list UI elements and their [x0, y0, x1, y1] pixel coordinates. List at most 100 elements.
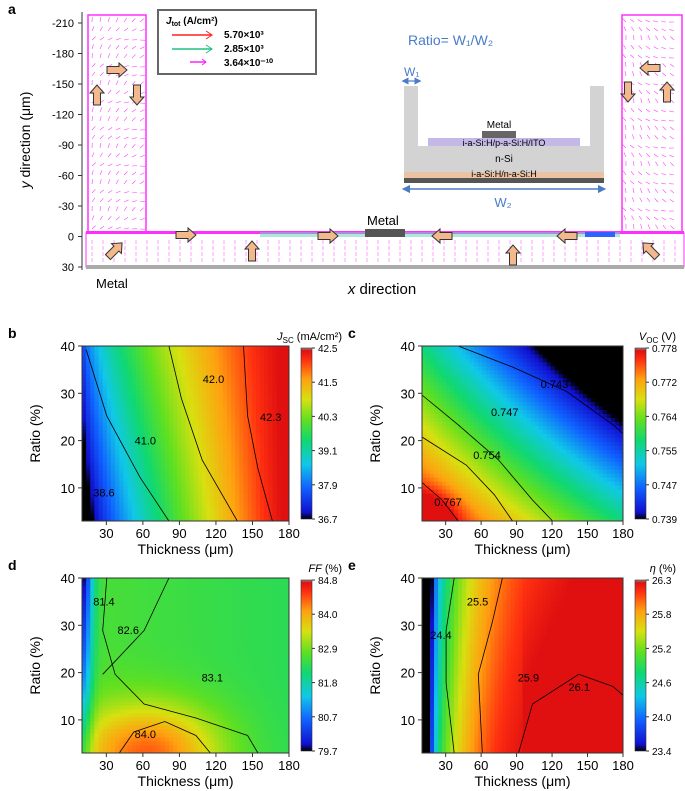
heatmap-cell [442, 373, 447, 379]
heatmap-cell [202, 357, 207, 363]
heatmap-cell [542, 437, 548, 442]
heatmap-cell [181, 346, 186, 351]
heatmap-cell [502, 445, 507, 450]
heatmap-cell [235, 381, 240, 387]
heatmap-cell [502, 489, 507, 494]
heatmap-cell [554, 377, 560, 383]
heatmap-cell [98, 397, 104, 403]
heatmap-cell [90, 421, 95, 426]
heatmap-cell [574, 493, 580, 498]
heatmap-cell [434, 433, 439, 438]
heatmap-cell [450, 453, 455, 458]
heatmap-cell [506, 385, 511, 391]
heatmap-cell [590, 437, 596, 442]
heatmap-cell [454, 449, 459, 454]
heatmap-cell [148, 425, 153, 430]
heatmap-cell [598, 485, 604, 490]
heatmap-cell [177, 346, 182, 351]
heatmap-cell [181, 489, 186, 494]
current-vector [623, 44, 627, 50]
current-vector [661, 28, 667, 32]
heatmap-cell [276, 381, 282, 387]
heatmap-cell [251, 385, 257, 391]
heatmap-cell [466, 425, 471, 430]
heatmap-cell [538, 389, 543, 395]
heatmap-cell [458, 517, 463, 522]
heatmap-cell [482, 513, 487, 518]
heatmap-cell [578, 365, 584, 371]
heatmap-cell [530, 497, 535, 502]
heatmap-cell [123, 421, 128, 426]
heatmap-cell [235, 501, 240, 506]
heatmap-cell [538, 485, 543, 490]
heatmap-cell [272, 485, 277, 490]
heatmap-cell [135, 461, 141, 466]
heatmap-cell [526, 409, 531, 415]
heatmap-cell [127, 357, 133, 363]
heatmap-cell [442, 357, 447, 363]
current-vector [99, 179, 102, 185]
heatmap-cell [426, 437, 431, 442]
heatmap-cell [506, 489, 511, 494]
heatmap-cell [272, 505, 277, 510]
current-vector [107, 179, 111, 185]
heatmap-cell [578, 445, 584, 450]
heatmap-cell [82, 481, 87, 486]
heatmap-cell [214, 517, 220, 522]
heatmap-cell [430, 465, 435, 470]
heatmap-cell [214, 393, 220, 399]
layer-mid-label: n-Si [495, 154, 513, 165]
heatmap-cell [586, 373, 592, 379]
heatmap-cell [86, 481, 91, 486]
heatmap-cell [462, 481, 467, 486]
heatmap-cell [430, 497, 435, 502]
heatmap-cell [264, 445, 269, 450]
heatmap-cell [135, 441, 141, 446]
current-vector [646, 216, 651, 221]
heatmap-cell [534, 453, 539, 458]
heatmap-cell [594, 409, 600, 415]
heatmap-cell [173, 441, 178, 446]
heatmap-cell [255, 397, 261, 403]
heatmap-cell [554, 513, 560, 518]
heatmap-cell [530, 505, 535, 510]
heatmap-cell [135, 365, 141, 371]
heatmap-cell [131, 477, 137, 482]
current-vector [623, 107, 627, 113]
heatmap-cell [185, 481, 191, 486]
heatmap-cell [610, 381, 616, 387]
heatmap-cell [522, 369, 527, 375]
heatmap-cell [558, 381, 564, 387]
heatmap-cell [566, 445, 572, 450]
current-vector [107, 216, 112, 221]
heatmap-cell [189, 369, 195, 375]
heatmap-cell [181, 449, 186, 454]
heatmap-cell [102, 485, 108, 490]
heatmap-cell [260, 433, 265, 438]
heatmap-cell [218, 457, 224, 462]
heatmap-cell [181, 481, 186, 486]
current-vector [661, 147, 667, 149]
heatmap-cell [280, 421, 286, 426]
heatmap-cell [206, 481, 211, 486]
heatmap-cell [498, 353, 503, 359]
heatmap-cell [526, 361, 531, 367]
heatmap-cell [466, 369, 471, 375]
heatmap-cell [434, 401, 439, 407]
heatmap-cell [148, 353, 153, 359]
heatmap-cell [115, 381, 120, 387]
heatmap-cell [514, 381, 519, 387]
heatmap-cell [550, 469, 556, 474]
heatmap-cell [148, 517, 153, 522]
heatmap-cell [160, 501, 166, 506]
heatmap-cell [442, 361, 447, 367]
heatmap-cell [590, 425, 596, 430]
heatmap-cell [438, 346, 443, 351]
heatmap-cell [272, 437, 277, 442]
heatmap-cell [438, 469, 443, 474]
heatmap-cell [458, 469, 463, 474]
heatmap-cell [486, 469, 491, 474]
current-vector [630, 170, 635, 176]
heatmap-cell [119, 505, 124, 510]
heatmap-cell [94, 497, 99, 502]
